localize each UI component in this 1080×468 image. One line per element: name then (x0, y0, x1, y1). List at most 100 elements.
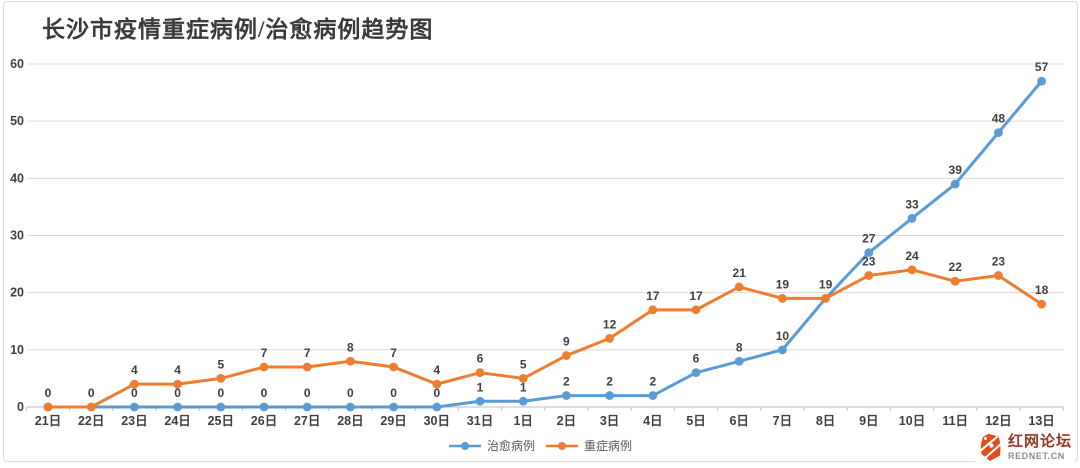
cured-data-label: 2 (606, 375, 613, 389)
severe-data-point (302, 362, 312, 372)
cured-data-label: 0 (88, 386, 95, 400)
severe-data-label: 8 (347, 340, 354, 354)
severe-data-label: 7 (304, 346, 311, 360)
severe-data-point (43, 402, 53, 412)
severe-data-label: 5 (520, 357, 527, 371)
cured-data-label: 0 (261, 386, 268, 400)
severe-data-point (648, 305, 658, 315)
cured-data-point (475, 396, 485, 406)
severe-data-label: 24 (905, 249, 919, 263)
severe-data-label: 18 (1035, 283, 1049, 297)
chart-frame (3, 1, 1078, 462)
severe-data-point (518, 374, 528, 383)
legend-label-severe: 重症病例 (584, 439, 633, 453)
x-axis-tick-label: 7日 (773, 414, 792, 428)
legend-item-severe: 重症病例 (545, 437, 632, 454)
legend-item-cured: 治愈病例 (448, 437, 535, 454)
cured-data-label: 0 (45, 386, 52, 400)
cured-data-label: 2 (649, 375, 656, 389)
severe-data-point (691, 305, 701, 315)
cured-data-label: 1 (520, 380, 527, 394)
cured-data-label: 0 (390, 386, 397, 400)
severe-data-label: 23 (862, 255, 876, 269)
cured-data-point (907, 213, 917, 223)
cured-data-label: 0 (131, 386, 138, 400)
severe-data-label: 17 (689, 289, 703, 303)
x-axis-tick-label: 28日 (337, 414, 363, 428)
cured-data-point (950, 179, 960, 189)
severe-data-label: 19 (819, 277, 833, 291)
severe-data-point (389, 362, 398, 372)
watermark-text: 红网论坛 REDNET.CN (1008, 434, 1072, 461)
severe-data-point (432, 379, 442, 389)
x-axis-tick-label: 25日 (208, 414, 234, 428)
y-axis-tick-label: 0 (17, 400, 24, 414)
cured-data-point (778, 345, 787, 355)
cured-series-line (46, 79, 1044, 409)
cured-data-label: 2 (563, 375, 570, 389)
x-axis-tick-label: 23日 (121, 414, 147, 428)
severe-data-point (173, 379, 183, 389)
severe-data-point (86, 402, 96, 412)
cured-data-point (173, 402, 183, 412)
severe-data-point (821, 293, 830, 303)
cured-data-point (648, 391, 658, 400)
severe-data-point (605, 334, 614, 343)
x-axis-tick-label: 6日 (729, 414, 748, 428)
x-axis-tick-label: 10日 (899, 414, 925, 428)
x-axis-tick-label: 2日 (557, 414, 576, 428)
severe-data-label: 4 (433, 363, 440, 377)
cured-data-point (259, 402, 269, 412)
cured-data-label: 0 (217, 386, 224, 400)
x-axis-tick-label: 12日 (985, 414, 1011, 428)
rednet-logo-icon (978, 433, 1003, 461)
severe-data-point (130, 379, 139, 389)
cured-data-point (605, 391, 614, 400)
cured-data-point (562, 391, 571, 400)
severe-data-label: 17 (646, 289, 660, 303)
cured-data-label: 27 (862, 232, 876, 246)
cured-data-label: 10 (776, 329, 790, 343)
cured-data-point (864, 248, 874, 258)
severe-data-point (994, 271, 1003, 280)
x-axis-tick-label: 13日 (1028, 414, 1054, 428)
cured-data-point (432, 402, 442, 412)
watermark-site-url: REDNET.CN (1007, 451, 1065, 461)
x-axis-tick-label: 21日 (35, 414, 61, 428)
cured-data-label: 1 (477, 380, 484, 394)
cured-data-point (216, 402, 226, 412)
cured-data-point (994, 128, 1003, 138)
severe-data-point (259, 362, 269, 372)
watermark: 红网论坛 REDNET.CN (974, 432, 1074, 463)
chart-title: 长沙市疫情重症病例/治愈病例趋势图 (42, 17, 434, 42)
severe-data-point (734, 282, 744, 292)
severe-data-point (475, 368, 485, 378)
severe-data-label: 23 (992, 255, 1006, 269)
severe-data-label: 5 (217, 357, 224, 371)
x-axis-tick-label: 31日 (467, 414, 493, 428)
x-axis-tick-label: 5日 (686, 414, 705, 428)
cured-data-point (130, 402, 139, 412)
severe-data-point (1037, 299, 1046, 309)
severe-data-point (864, 271, 874, 280)
y-axis-tick-label: 20 (10, 286, 24, 300)
cured-data-point (302, 402, 312, 412)
x-axis-tick-label: 26日 (251, 414, 277, 428)
x-axis-tick-label: 1日 (513, 414, 532, 428)
y-axis-tick-label: 10 (10, 343, 24, 357)
severe-data-label: 21 (733, 266, 747, 280)
y-axis-tick-label: 60 (10, 57, 24, 71)
severe-data-label: 12 (603, 317, 617, 331)
cured-data-label: 33 (905, 197, 919, 211)
cured-data-label: 57 (1035, 60, 1049, 74)
severe-data-point (778, 293, 787, 303)
cured-data-label: 8 (736, 340, 743, 354)
cured-data-label: 39 (949, 163, 963, 177)
severe-data-label: 9 (563, 335, 570, 349)
cured-data-label: 6 (693, 352, 700, 366)
cured-data-label: 48 (992, 112, 1006, 126)
x-axis-tick-label: 30日 (424, 414, 450, 428)
severe-data-point (216, 374, 226, 383)
x-axis-tick-label: 9日 (859, 414, 878, 428)
x-axis-tick-label: 22日 (78, 414, 104, 428)
